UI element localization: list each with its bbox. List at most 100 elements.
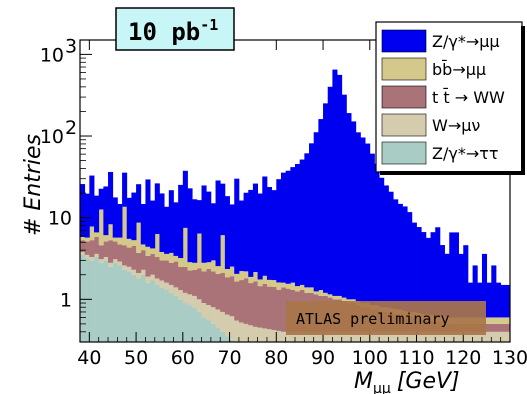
histogram-bar xyxy=(500,284,506,318)
x-tick-label: 100 xyxy=(352,347,388,369)
histogram-bar xyxy=(178,299,184,342)
histogram-bar xyxy=(304,287,310,293)
histogram-bar xyxy=(280,287,287,332)
histogram-bar xyxy=(136,273,142,279)
x-tick-label: 120 xyxy=(445,347,481,369)
histogram-bar xyxy=(299,159,305,285)
histogram-bar xyxy=(140,204,146,245)
histogram-bar xyxy=(449,232,455,318)
histogram-bar xyxy=(407,212,413,312)
histogram-bar xyxy=(439,245,445,317)
histogram-bar xyxy=(154,234,160,257)
histogram-bar xyxy=(248,189,254,277)
histogram-bar xyxy=(224,314,230,337)
histogram-bar xyxy=(444,331,450,342)
histogram-bar xyxy=(196,299,202,312)
histogram-bar xyxy=(220,235,226,273)
histogram-bar xyxy=(201,262,207,272)
histogram-bar xyxy=(505,323,510,332)
histogram-bar xyxy=(168,292,174,342)
histogram-bar xyxy=(295,163,301,287)
histogram-bar xyxy=(108,266,114,342)
histogram-bar xyxy=(182,266,188,293)
histogram-bar xyxy=(89,175,95,227)
histogram-bar xyxy=(238,322,244,342)
histogram-bar xyxy=(252,326,258,342)
histogram-bar xyxy=(337,331,343,342)
series-4 xyxy=(80,69,510,318)
histogram-bar xyxy=(103,260,109,342)
histogram-bar xyxy=(351,121,357,300)
histogram-bar xyxy=(332,331,338,342)
histogram-bar xyxy=(210,307,216,324)
histogram-bar xyxy=(94,256,100,342)
x-tick-label: 110 xyxy=(398,347,434,369)
histogram-bar xyxy=(196,233,202,269)
histogram-bar xyxy=(89,240,95,257)
legend-label: Z/γ*→ττ xyxy=(432,144,499,163)
histogram-bar xyxy=(98,245,104,260)
histogram-bar xyxy=(500,331,506,342)
histogram-bar xyxy=(309,331,315,342)
histogram-bar xyxy=(108,224,114,241)
histogram-bar xyxy=(220,331,226,342)
histogram-bar xyxy=(453,232,459,318)
histogram-bar xyxy=(192,295,198,308)
histogram-bar xyxy=(136,278,142,342)
histogram-bar xyxy=(290,331,296,342)
histogram-bar xyxy=(477,282,483,318)
histogram-bar xyxy=(178,266,184,291)
histogram-bar xyxy=(201,303,207,318)
histogram-bar xyxy=(178,290,184,300)
histogram-bar xyxy=(318,331,324,342)
y-tick-label: 10 xyxy=(48,208,72,230)
histogram-bar xyxy=(178,258,184,267)
histogram-bar xyxy=(252,183,258,273)
histogram-bar xyxy=(131,245,137,270)
x-axis-subscript: μμ xyxy=(373,381,391,394)
histogram-bar xyxy=(421,232,427,315)
histogram-bar xyxy=(262,275,268,284)
histogram-bar xyxy=(393,199,399,310)
histogram-bar xyxy=(140,269,146,275)
histogram-bar xyxy=(229,316,235,340)
histogram-bar xyxy=(215,266,221,274)
histogram-bar xyxy=(126,266,132,272)
histogram-bar xyxy=(355,331,361,342)
histogram-bar xyxy=(266,187,273,280)
histogram-bar xyxy=(243,278,249,324)
histogram-bar xyxy=(126,271,132,342)
histogram-bar xyxy=(224,196,230,270)
histogram-bar xyxy=(346,331,352,342)
histogram-bar xyxy=(402,206,408,311)
histogram-bar xyxy=(112,197,118,238)
legend: Z/γ*→μμ bb̄→μμ t t̄ → WW W→μν Z/γ*→ττ xyxy=(375,21,525,175)
histogram-bar xyxy=(210,260,216,272)
histogram-bar xyxy=(173,255,179,262)
y-tick-label: 1 xyxy=(60,289,72,311)
histogram-bar xyxy=(224,336,230,342)
histogram-bar xyxy=(341,94,347,298)
histogram-bar xyxy=(369,331,375,342)
histogram-bar xyxy=(495,282,502,318)
histogram-bar xyxy=(150,280,156,342)
series-0 xyxy=(80,254,235,342)
histogram-bar xyxy=(341,331,347,342)
histogram-bar xyxy=(318,119,324,291)
histogram-bar xyxy=(164,260,170,283)
histogram-bar xyxy=(257,193,263,280)
histogram-bar xyxy=(89,260,95,342)
histogram-bar xyxy=(150,248,156,254)
histogram-bar xyxy=(122,265,128,270)
histogram-bar xyxy=(477,331,483,342)
histogram-bar xyxy=(145,179,151,247)
histogram-bar xyxy=(449,331,455,342)
histogram-bar xyxy=(252,272,258,282)
legend-swatch xyxy=(381,57,427,81)
histogram-bar xyxy=(126,197,132,239)
histogram-bar xyxy=(173,295,179,342)
histogram-bar xyxy=(430,232,436,316)
histogram-bar xyxy=(164,282,170,290)
histogram-bar xyxy=(299,331,305,342)
